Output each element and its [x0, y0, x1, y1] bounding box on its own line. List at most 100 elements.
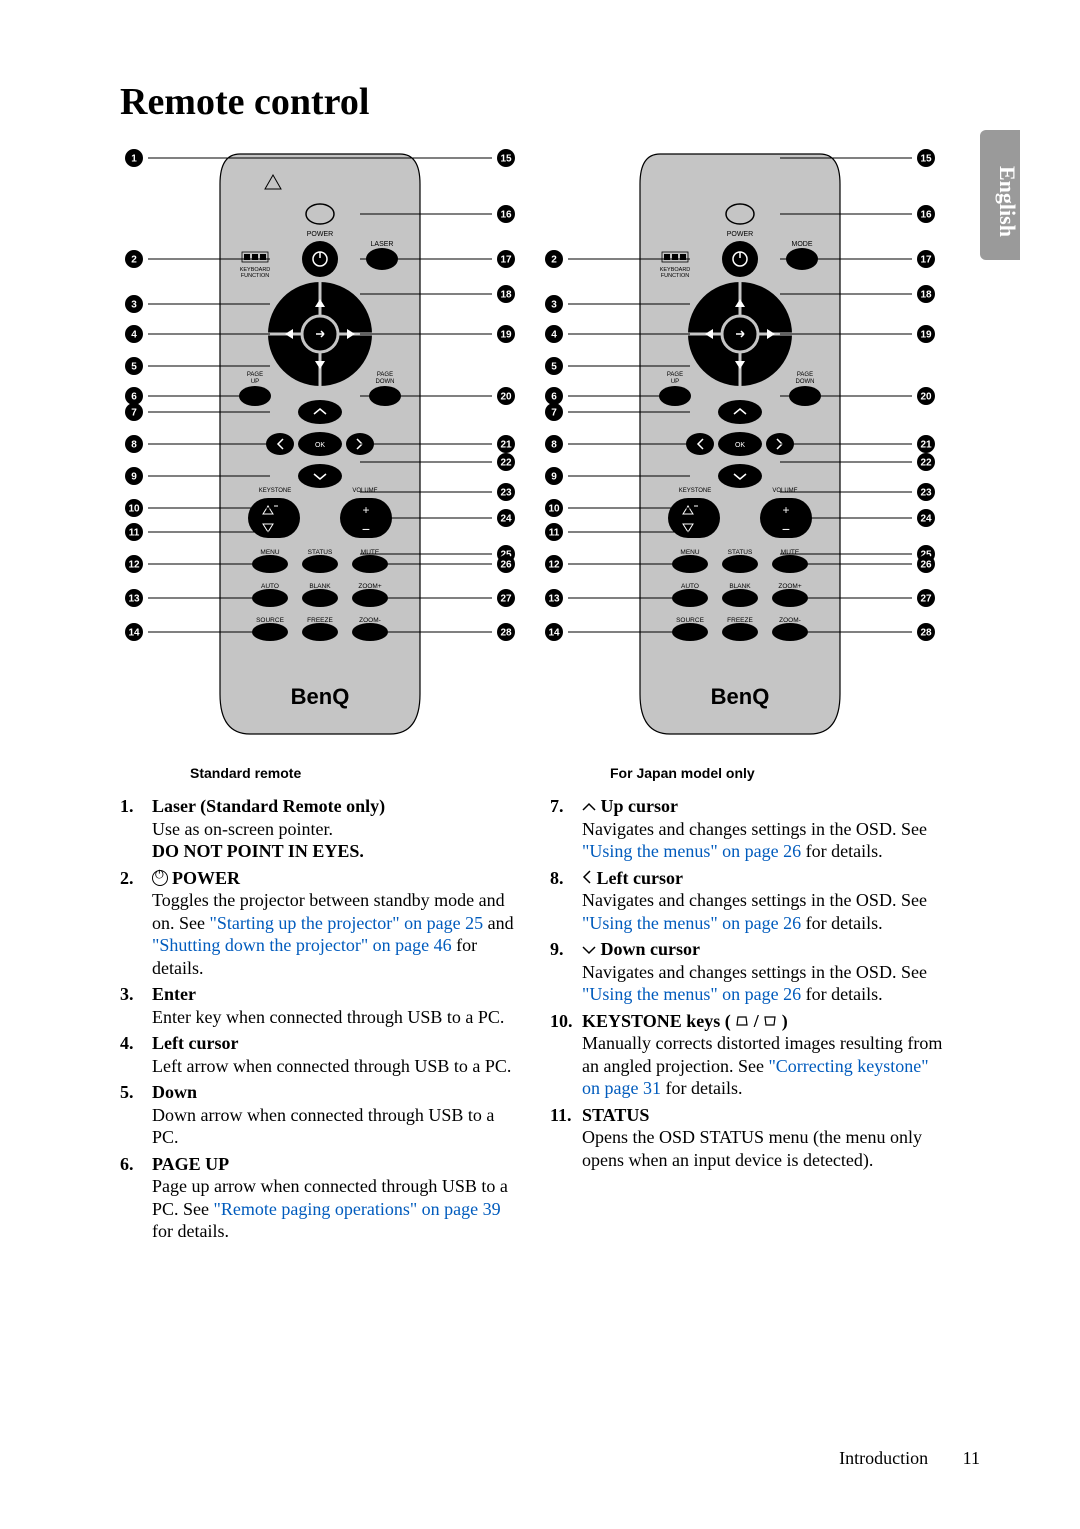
svg-text:3: 3 — [551, 300, 557, 311]
svg-text:12: 12 — [128, 560, 140, 571]
svg-text:AUTO: AUTO — [261, 583, 279, 590]
svg-text:PAGE: PAGE — [797, 372, 813, 378]
svg-text:23: 23 — [500, 488, 512, 499]
desc-item: 6.PAGE UPPage up arrow when connected th… — [120, 1153, 520, 1243]
svg-text:16: 16 — [920, 210, 932, 221]
svg-text:UP: UP — [671, 379, 679, 385]
svg-text:5: 5 — [131, 362, 137, 373]
svg-text:2: 2 — [131, 255, 137, 266]
svg-text:+: + — [782, 503, 789, 517]
svg-text:27: 27 — [920, 594, 932, 605]
xref-link[interactable]: "Starting up the projector" on page 25 — [210, 913, 484, 933]
svg-text:24: 24 — [920, 514, 932, 525]
desc-item: 5.DownDown arrow when connected through … — [120, 1081, 520, 1149]
svg-text:26: 26 — [920, 560, 932, 571]
page-title: Remote control — [120, 80, 960, 124]
svg-text:26: 26 — [500, 560, 512, 571]
desc-item: 7. Up cursorNavigates and changes settin… — [550, 795, 950, 863]
svg-text:20: 20 — [500, 392, 512, 403]
svg-text:10: 10 — [128, 504, 140, 515]
svg-text:18: 18 — [500, 290, 512, 301]
svg-text:−: − — [362, 521, 370, 537]
svg-text:PAGE: PAGE — [667, 372, 683, 378]
svg-text:DOWN: DOWN — [376, 379, 395, 385]
svg-text:2: 2 — [551, 255, 557, 266]
svg-text:21: 21 — [920, 440, 932, 451]
desc-item: 3.EnterEnter key when connected through … — [120, 983, 520, 1028]
svg-text:POWER: POWER — [307, 231, 333, 238]
svg-text:FREEZE: FREEZE — [727, 617, 753, 624]
svg-text:9: 9 — [131, 472, 137, 483]
xref-link[interactable]: "Correcting keystone" on page 31 — [582, 1056, 929, 1099]
desc-item: 9. Down cursorNavigates and changes sett… — [550, 938, 950, 1006]
desc-item: 11.STATUSOpens the OSD STATUS menu (the … — [550, 1104, 950, 1172]
svg-text:10: 10 — [548, 504, 560, 515]
svg-text:KEYSTONE: KEYSTONE — [259, 488, 292, 494]
desc-item: 8. Left cursorNavigates and changes sett… — [550, 867, 950, 935]
svg-text:KEYSTONE: KEYSTONE — [679, 488, 712, 494]
svg-text:6: 6 — [551, 392, 557, 403]
svg-text:12: 12 — [548, 560, 560, 571]
svg-text:PAGE: PAGE — [247, 372, 263, 378]
svg-text:1: 1 — [131, 154, 137, 165]
svg-text:FUNCTION: FUNCTION — [241, 273, 269, 279]
svg-text:7: 7 — [131, 408, 137, 419]
svg-text:3: 3 — [131, 300, 137, 311]
svg-text:28: 28 — [500, 628, 512, 639]
descriptions: 1.Laser (Standard Remote only)Use as on-… — [120, 795, 960, 1247]
svg-text:+: + — [362, 503, 369, 517]
cursor-down-icon — [582, 942, 596, 958]
svg-text:11: 11 — [549, 528, 560, 539]
svg-text:8: 8 — [131, 440, 137, 451]
svg-text:7: 7 — [551, 408, 557, 419]
svg-text:SOURCE: SOURCE — [256, 617, 284, 624]
svg-text:STATUS: STATUS — [728, 549, 753, 556]
power-icon — [152, 870, 168, 886]
remote-diagram-standard: POWERLASERKEYBOARDFUNCTIONPAGEUPPAGEDOWN… — [120, 144, 520, 754]
svg-text:24: 24 — [500, 514, 512, 525]
svg-text:19: 19 — [920, 330, 932, 341]
svg-text:22: 22 — [920, 458, 932, 469]
svg-text:MUTE: MUTE — [361, 549, 380, 556]
svg-text:UP: UP — [251, 379, 259, 385]
svg-text:BLANK: BLANK — [729, 583, 751, 590]
svg-text:OK: OK — [735, 442, 745, 449]
svg-text:FUNCTION: FUNCTION — [661, 273, 689, 279]
footer-section: Introduction — [839, 1448, 928, 1468]
svg-text:MENU: MENU — [680, 549, 699, 556]
svg-text:SOURCE: SOURCE — [676, 617, 704, 624]
svg-text:ZOOM+: ZOOM+ — [778, 583, 801, 590]
desc-item: 2.POWERToggles the projector between sta… — [120, 867, 520, 980]
svg-text:23: 23 — [920, 488, 932, 499]
caption-japan: For Japan model only — [610, 765, 940, 781]
svg-text:VOLUME: VOLUME — [352, 488, 377, 494]
footer-page-number: 11 — [963, 1448, 980, 1468]
svg-text:20: 20 — [920, 392, 932, 403]
desc-item: 10.KEYSTONE keys ( / )Manually corrects … — [550, 1010, 950, 1100]
svg-text:FREEZE: FREEZE — [307, 617, 333, 624]
svg-text:19: 19 — [500, 330, 512, 341]
svg-text:28: 28 — [920, 628, 932, 639]
svg-text:BenQ: BenQ — [291, 684, 350, 709]
xref-link[interactable]: "Remote paging operations" on page 39 — [214, 1199, 501, 1219]
xref-link[interactable]: "Shutting down the projector" on page 46 — [152, 935, 452, 955]
svg-text:BenQ: BenQ — [711, 684, 770, 709]
svg-text:4: 4 — [551, 330, 557, 341]
svg-text:POWER: POWER — [727, 231, 753, 238]
caption-standard: Standard remote — [190, 765, 520, 781]
svg-text:6: 6 — [131, 392, 137, 403]
svg-text:17: 17 — [500, 255, 512, 266]
xref-link[interactable]: "Using the menus" on page 26 — [582, 841, 801, 861]
svg-text:DOWN: DOWN — [796, 379, 815, 385]
xref-link[interactable]: "Using the menus" on page 26 — [582, 913, 801, 933]
cursor-left-icon — [582, 871, 592, 887]
svg-text:9: 9 — [551, 472, 557, 483]
svg-text:16: 16 — [500, 210, 512, 221]
svg-text:22: 22 — [500, 458, 512, 469]
svg-text:VOLUME: VOLUME — [772, 488, 797, 494]
xref-link[interactable]: "Using the menus" on page 26 — [582, 984, 801, 1004]
svg-text:ZOOM-: ZOOM- — [779, 617, 801, 624]
svg-text:BLANK: BLANK — [309, 583, 331, 590]
svg-text:14: 14 — [548, 628, 560, 639]
remote-diagrams: POWERLASERKEYBOARDFUNCTIONPAGEUPPAGEDOWN… — [120, 144, 960, 781]
